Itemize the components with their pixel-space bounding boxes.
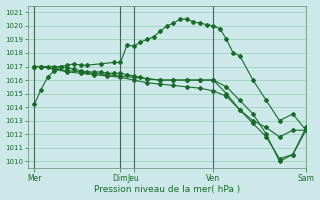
X-axis label: Pression niveau de la mer( hPa ): Pression niveau de la mer( hPa ) <box>94 185 240 194</box>
